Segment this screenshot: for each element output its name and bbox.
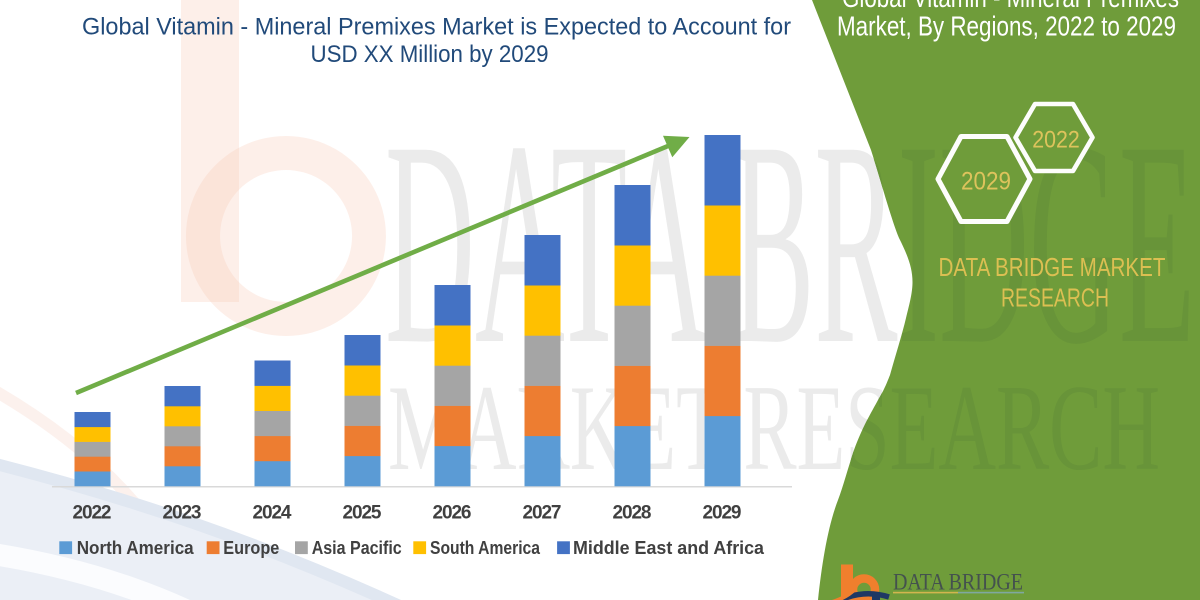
svg-text:2029: 2029: [961, 168, 1011, 196]
svg-text:2024: 2024: [253, 503, 292, 524]
svg-text:Market, By Regions, 2022 to 20: Market, By Regions, 2022 to 2029: [837, 11, 1176, 42]
svg-text:2028: 2028: [613, 503, 652, 524]
svg-text:North America: North America: [77, 538, 195, 558]
svg-text:2022: 2022: [1032, 127, 1080, 154]
svg-text:2022: 2022: [73, 503, 112, 524]
svg-text:2027: 2027: [523, 503, 562, 524]
svg-text:Global Vitamin - Mineral Premi: Global Vitamin - Mineral Premixes Market…: [82, 14, 791, 41]
svg-text:2023: 2023: [163, 503, 202, 524]
svg-text:DATA BRIDGE: DATA BRIDGE: [893, 570, 1023, 595]
svg-text:Europe: Europe: [223, 538, 279, 558]
svg-text:2026: 2026: [433, 503, 472, 524]
svg-text:RESEARCH: RESEARCH: [1001, 283, 1109, 313]
svg-text:Asia Pacific: Asia Pacific: [312, 538, 402, 558]
svg-text:Middle East and Africa: Middle East and Africa: [573, 538, 765, 558]
svg-text:DATA BRIDGE MARKET: DATA BRIDGE MARKET: [939, 252, 1166, 282]
svg-text:USD XX Million by 2029: USD XX Million by 2029: [311, 41, 549, 68]
svg-text:MARKET RESEARCH: MARKET RESEARCH: [893, 598, 1024, 600]
svg-text:2025: 2025: [343, 503, 382, 524]
svg-text:Global Vitamin - Mineral Premi: Global Vitamin - Mineral Premixes: [842, 0, 1179, 13]
svg-text:2029: 2029: [703, 503, 742, 524]
svg-text:South America: South America: [430, 538, 541, 558]
